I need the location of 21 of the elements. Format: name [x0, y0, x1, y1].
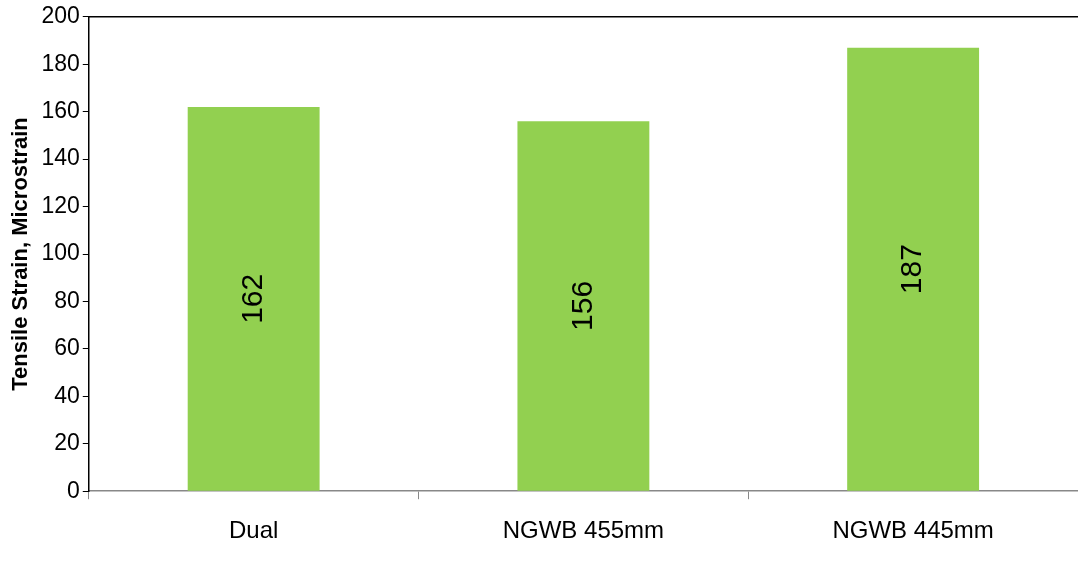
- y-tick-label: 80: [54, 286, 80, 313]
- y-tick-label: 160: [41, 97, 80, 124]
- data-label: 162: [234, 273, 268, 324]
- y-tick-label: 120: [41, 191, 80, 218]
- y-tick-label: 180: [41, 49, 80, 76]
- y-tick-label: 100: [41, 239, 80, 266]
- y-tick-label: 200: [41, 2, 80, 29]
- y-tick-label: 20: [54, 429, 80, 456]
- x-tick-label: NGWB 445mm: [832, 516, 994, 544]
- y-tick-label: 140: [41, 144, 80, 171]
- y-axis-title: Tensile Strain, Microstrain: [7, 117, 33, 391]
- bar: [517, 121, 650, 491]
- x-tick-label: NGWB 455mm: [502, 516, 665, 544]
- x-tick-label: Dual: [228, 516, 279, 544]
- y-tick-label: 60: [54, 334, 80, 361]
- y-tick-label: 40: [54, 381, 80, 408]
- bar: [187, 106, 320, 491]
- bar: [847, 47, 980, 491]
- data-label: 156: [564, 280, 598, 331]
- data-label: 187: [894, 244, 928, 295]
- y-tick-label: 0: [66, 476, 80, 503]
